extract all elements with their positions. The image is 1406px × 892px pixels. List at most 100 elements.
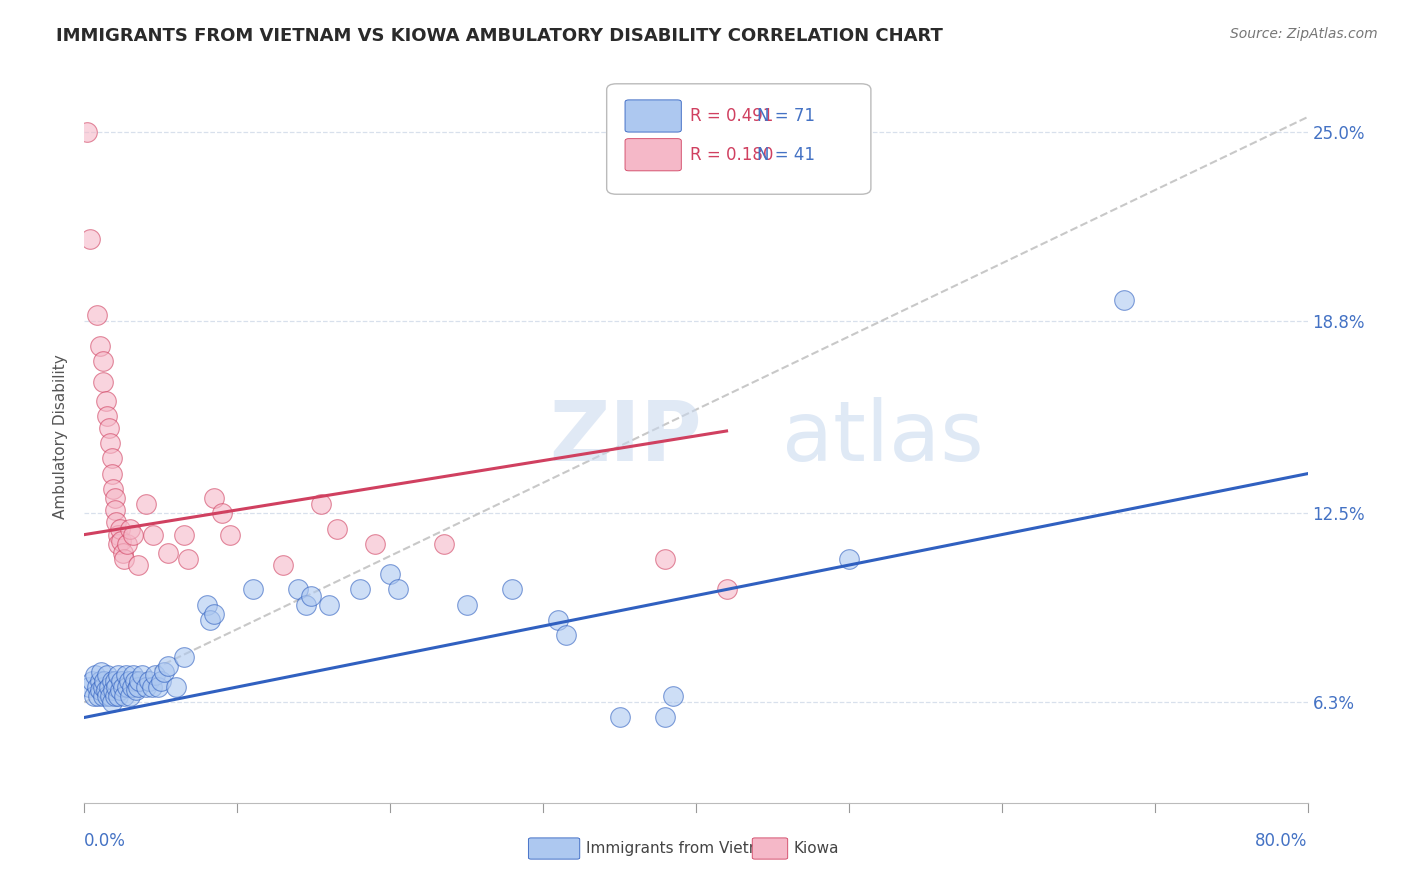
Point: [287, 582, 309, 597]
Point: [654, 710, 676, 724]
Point: [104, 689, 127, 703]
Point: [149, 673, 172, 688]
Point: [311, 497, 333, 511]
Point: [76, 125, 98, 139]
Point: [131, 667, 153, 682]
Point: [97, 680, 120, 694]
Text: IMMIGRANTS FROM VIETNAM VS KIOWA AMBULATORY DISABILITY CORRELATION CHART: IMMIGRANTS FROM VIETNAM VS KIOWA AMBULAT…: [56, 27, 943, 45]
Point: [112, 552, 135, 566]
FancyBboxPatch shape: [626, 100, 682, 132]
Point: [157, 658, 180, 673]
Point: [143, 667, 166, 682]
Point: [456, 598, 478, 612]
Point: [173, 649, 195, 664]
Point: [84, 667, 107, 682]
Point: [242, 582, 264, 597]
Point: [90, 665, 112, 679]
Point: [135, 680, 157, 694]
Point: [121, 680, 143, 694]
Point: [110, 533, 132, 548]
Point: [271, 558, 294, 573]
Point: [380, 567, 402, 582]
Point: [112, 689, 135, 703]
Point: [86, 680, 108, 694]
Point: [325, 521, 347, 535]
Point: [120, 521, 142, 535]
Point: [87, 689, 110, 703]
Point: [86, 308, 108, 322]
Point: [89, 339, 111, 353]
Point: [135, 497, 157, 511]
Point: [502, 582, 524, 597]
Point: [101, 467, 124, 481]
Point: [103, 683, 125, 698]
Point: [165, 680, 187, 694]
Point: [80, 673, 103, 688]
Point: [83, 689, 105, 703]
Point: [138, 673, 160, 688]
Point: [91, 375, 114, 389]
Point: [142, 527, 165, 541]
Point: [555, 628, 578, 642]
Point: [120, 689, 142, 703]
Point: [114, 667, 136, 682]
Text: N = 41: N = 41: [758, 146, 815, 164]
Point: [202, 491, 225, 505]
Point: [108, 521, 131, 535]
Point: [173, 527, 195, 541]
Point: [89, 683, 111, 698]
Point: [89, 673, 111, 688]
Point: [111, 546, 134, 560]
Point: [295, 598, 318, 612]
Point: [107, 537, 129, 551]
Point: [141, 680, 163, 694]
Point: [153, 665, 176, 679]
Text: Kiowa: Kiowa: [794, 840, 839, 855]
Point: [349, 582, 371, 597]
Point: [838, 552, 860, 566]
FancyBboxPatch shape: [752, 838, 787, 859]
Point: [104, 503, 127, 517]
Point: [77, 680, 100, 694]
Point: [127, 558, 149, 573]
Point: [202, 607, 225, 621]
Point: [318, 598, 340, 612]
Point: [125, 683, 148, 698]
Point: [105, 516, 128, 530]
Text: Immigrants from Vietnam: Immigrants from Vietnam: [586, 840, 783, 855]
Point: [127, 680, 149, 694]
Point: [433, 537, 456, 551]
Point: [211, 506, 233, 520]
FancyBboxPatch shape: [626, 138, 682, 171]
Point: [157, 546, 180, 560]
Text: 0.0%: 0.0%: [84, 832, 127, 850]
Point: [91, 680, 114, 694]
Point: [79, 232, 101, 246]
Point: [107, 527, 129, 541]
FancyBboxPatch shape: [529, 838, 579, 859]
Text: 80.0%: 80.0%: [1256, 832, 1308, 850]
Point: [128, 673, 150, 688]
Point: [101, 673, 124, 688]
Point: [218, 527, 240, 541]
Text: R = 0.180: R = 0.180: [690, 146, 773, 164]
Point: [198, 613, 221, 627]
Point: [107, 667, 129, 682]
Point: [105, 680, 128, 694]
Point: [115, 537, 138, 551]
Point: [654, 552, 676, 566]
Point: [93, 673, 115, 688]
Point: [94, 683, 117, 698]
Point: [98, 689, 121, 703]
Text: N = 71: N = 71: [758, 107, 815, 125]
FancyBboxPatch shape: [606, 84, 870, 194]
Point: [91, 689, 114, 703]
Point: [387, 582, 409, 597]
Point: [195, 598, 218, 612]
Point: [97, 421, 120, 435]
Point: [122, 527, 145, 541]
Point: [716, 582, 738, 597]
Point: [110, 673, 132, 688]
Point: [662, 689, 685, 703]
Point: [118, 673, 141, 688]
